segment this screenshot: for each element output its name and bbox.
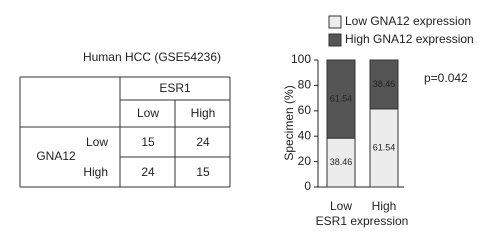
x-axis-label: ESR1 expression [316, 214, 409, 228]
column-group: ESR1 [159, 81, 191, 95]
bar-segment [326, 137, 356, 188]
cell: 24 [196, 135, 210, 149]
x-tick-label: Low [330, 199, 352, 213]
y-axis-label: Specimen (%) [282, 85, 296, 160]
column-header: High [191, 106, 216, 120]
annotation: p=0.042 [424, 71, 468, 85]
cell: 15 [196, 165, 210, 179]
y-tick-label: 80 [298, 78, 312, 92]
y-tick-label: 0 [304, 179, 311, 193]
legend-swatch [328, 15, 342, 29]
row-header: High [83, 165, 108, 179]
x-tick-label: High [372, 199, 397, 213]
row-group: GNA12 [36, 149, 76, 163]
data-label: 61.54 [330, 93, 353, 103]
y-tick-label: 20 [298, 154, 312, 168]
legend-swatch [328, 33, 342, 47]
bar-segment [369, 59, 399, 110]
legend-label: Low GNA12 expression [345, 14, 471, 28]
y-tick-label: 60 [298, 103, 312, 117]
data-label: 38.46 [330, 157, 353, 167]
y-tick-label: 40 [298, 128, 312, 142]
legend-label: High GNA12 expression [345, 32, 474, 46]
data-label: 38.46 [373, 79, 396, 89]
row-header: Low [86, 135, 108, 149]
cell: 24 [141, 165, 155, 179]
column-header: Low [137, 106, 159, 120]
data-label: 61.54 [373, 142, 396, 152]
bar-segment [369, 108, 399, 188]
cell: 15 [141, 135, 155, 149]
table: Human HCC (GSE54236) ESR1 Low High GNA12… [19, 50, 231, 188]
y-tick-label: 100 [291, 52, 311, 66]
bar-segment [326, 59, 356, 139]
table-title: Human HCC (GSE54236) [83, 50, 221, 64]
